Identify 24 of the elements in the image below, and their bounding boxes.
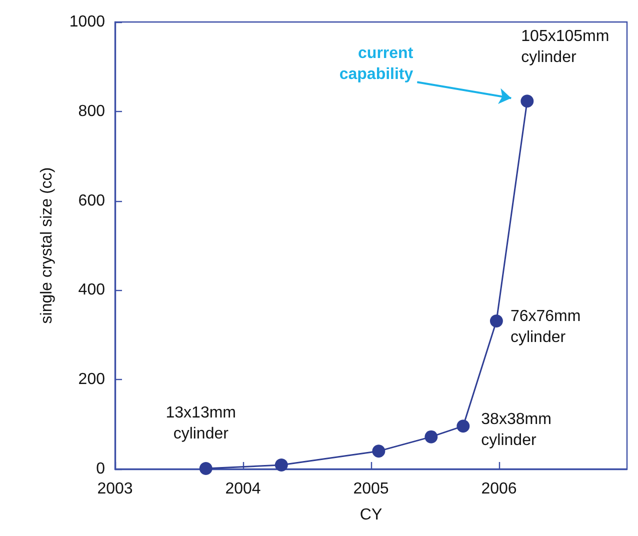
- annotation: current capability: [339, 45, 414, 84]
- x-axis-title: CY: [360, 506, 382, 524]
- x-tick-label: 2004: [225, 480, 261, 498]
- point: [274, 458, 288, 472]
- x-tick-label: 2006: [481, 480, 517, 498]
- annotation: 13x13mm cylinder: [166, 404, 236, 443]
- annotation: 105x105mm cylinder: [521, 28, 610, 66]
- y-tick-label: 200: [78, 371, 106, 388]
- y-tick-label: 1000: [69, 14, 106, 30]
- y-axis-title: single crystal size (cc): [38, 167, 56, 324]
- point: [372, 444, 386, 458]
- point: [424, 430, 438, 444]
- x-tick-label: 2005: [353, 480, 389, 498]
- annotation: 76x76mm cylinder: [510, 308, 581, 346]
- y-tick-label: 600: [78, 192, 106, 210]
- point: [490, 314, 503, 328]
- y-tick-label: 0: [96, 460, 106, 478]
- point: [456, 420, 470, 433]
- point: [199, 462, 212, 476]
- y-tick-label: 800: [78, 102, 106, 120]
- x-tick-label: 2003: [97, 480, 133, 498]
- point: [520, 94, 534, 108]
- y-tick-label: 400: [78, 282, 106, 299]
- annotation: 38x38mm cylinder: [481, 411, 552, 450]
